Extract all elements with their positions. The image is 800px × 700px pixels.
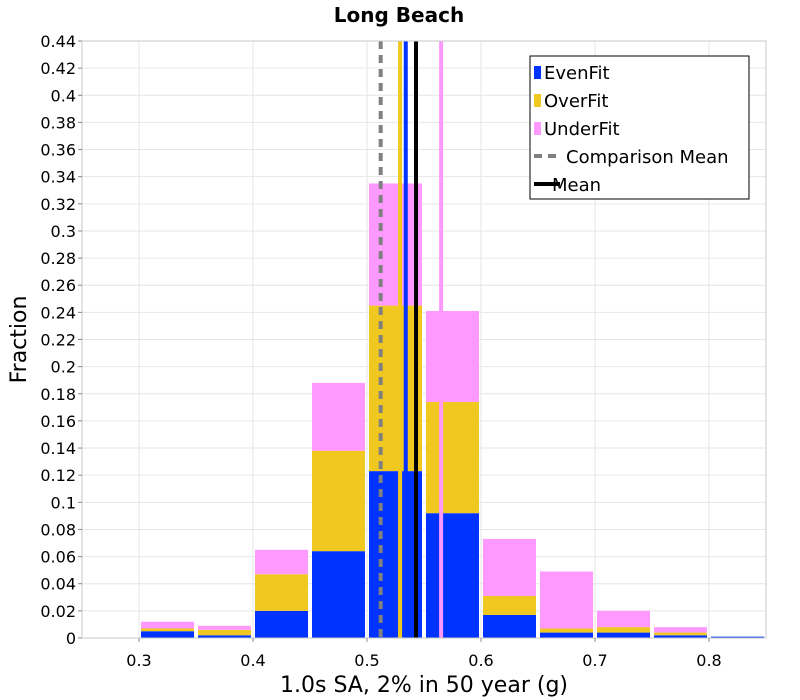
x-tick-label: 0.4 [240,651,265,670]
y-tick-label: 0.1 [51,493,76,512]
legend-swatch-evenfit [534,66,541,79]
y-tick-label: 0.18 [40,385,76,404]
bar-evenfit [654,635,707,638]
bar-underfit [369,183,422,306]
bar-underfit [141,621,194,629]
bar-evenfit [426,513,479,638]
bar-overfit [540,628,593,633]
bar-overfit [483,595,536,615]
legend-label-mean: Mean [552,175,601,196]
bar-overfit [369,305,422,472]
y-tick-label: 0.14 [40,439,76,458]
bar-overfit [426,401,479,514]
bar-overfit [255,574,308,611]
y-tick-label: 0.02 [40,602,76,621]
bar-overfit [198,629,251,636]
bar-overfit [597,627,650,633]
bar-evenfit [711,636,764,638]
bar-overfit [654,632,707,636]
x-tick-label: 0.5 [354,651,379,670]
bar-evenfit [198,635,251,638]
legend-label-evenfit: EvenFit [544,63,610,84]
bars [141,183,764,638]
y-tick-label: 0.08 [40,520,76,539]
legend-label-underfit: UnderFit [544,119,620,140]
y-tick-label: 0 [66,629,76,648]
y-tick-label: 0.06 [40,548,76,567]
bar-overfit [141,628,194,632]
bar-underfit [654,627,707,633]
y-tick-label: 0.2 [51,358,76,377]
y-tick-label: 0.38 [40,113,76,132]
y-tick-label: 0.28 [40,249,76,268]
y-tick-label: 0.3 [51,222,76,241]
x-axis-label: 1.0s SA, 2% in 50 year (g) [280,673,568,698]
legend-box [529,55,750,200]
y-tick-label: 0.24 [40,303,76,322]
bar-evenfit [369,471,422,638]
chart-title: Long Beach [334,3,464,27]
bar-evenfit [312,551,365,638]
y-axis: 0 0.02 0.04 0.06 0.08 0.1 0.12 0.14 0.16 0.18 0.2 0… [40,32,82,648]
y-axis-label: Fraction [7,296,32,384]
legend-label-overfit: OverFit [544,91,608,112]
bar-underfit [540,571,593,629]
y-tick-label: 0.22 [40,331,76,350]
y-tick-label: 0.16 [40,412,76,431]
bar-underfit [255,549,308,575]
bar-underfit [198,625,251,630]
bar-underfit [312,382,365,451]
bar-evenfit [597,632,650,638]
x-tick-label: 0.7 [582,651,607,670]
y-tick-label: 0.44 [40,32,76,51]
legend-swatch-underfit [534,122,541,135]
bar-underfit [597,610,650,628]
legend-swatch-overfit [534,94,541,107]
y-tick-label: 0.36 [40,141,76,160]
bar-evenfit [255,610,308,638]
x-axis: 0.3 0.4 0.5 0.6 0.7 0.8 [126,638,722,670]
bar-underfit [426,311,479,402]
y-tick-label: 0.4 [51,86,76,105]
bar-overfit [312,450,365,552]
y-tick-label: 0.26 [40,276,76,295]
x-tick-label: 0.6 [468,651,493,670]
y-tick-label: 0.12 [40,466,76,485]
y-tick-label: 0.42 [40,59,76,78]
y-tick-label: 0.04 [40,575,76,594]
legend: EvenFit OverFit UnderFit Comparison Mean Mea… [529,55,750,200]
mean-lines [378,41,444,638]
bar-underfit [483,538,536,596]
y-tick-label: 0.34 [40,168,76,187]
legend-label-comparison-mean: Comparison Mean [566,147,729,168]
x-tick-label: 0.8 [696,651,721,670]
x-tick-label: 0.3 [126,651,151,670]
bar-evenfit [483,614,536,638]
bar-evenfit [540,632,593,638]
y-tick-label: 0.32 [40,195,76,214]
bar-evenfit [141,631,194,638]
